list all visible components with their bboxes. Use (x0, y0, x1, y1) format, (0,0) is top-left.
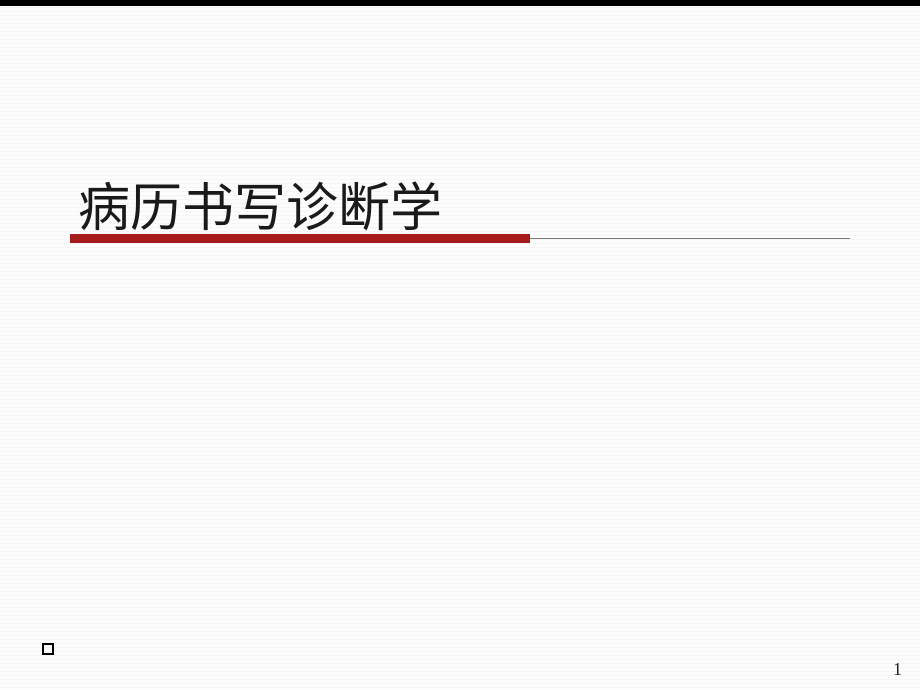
corner-square-marker (42, 643, 54, 655)
title-underline (70, 234, 850, 243)
page-number: 1 (893, 659, 902, 680)
underline-thin-segment (530, 238, 850, 239)
slide-title: 病历书写诊断学 (78, 166, 442, 241)
top-black-bar (0, 0, 920, 6)
slide: 病历书写诊断学 1 (0, 0, 920, 690)
underline-thick-segment (70, 234, 530, 243)
